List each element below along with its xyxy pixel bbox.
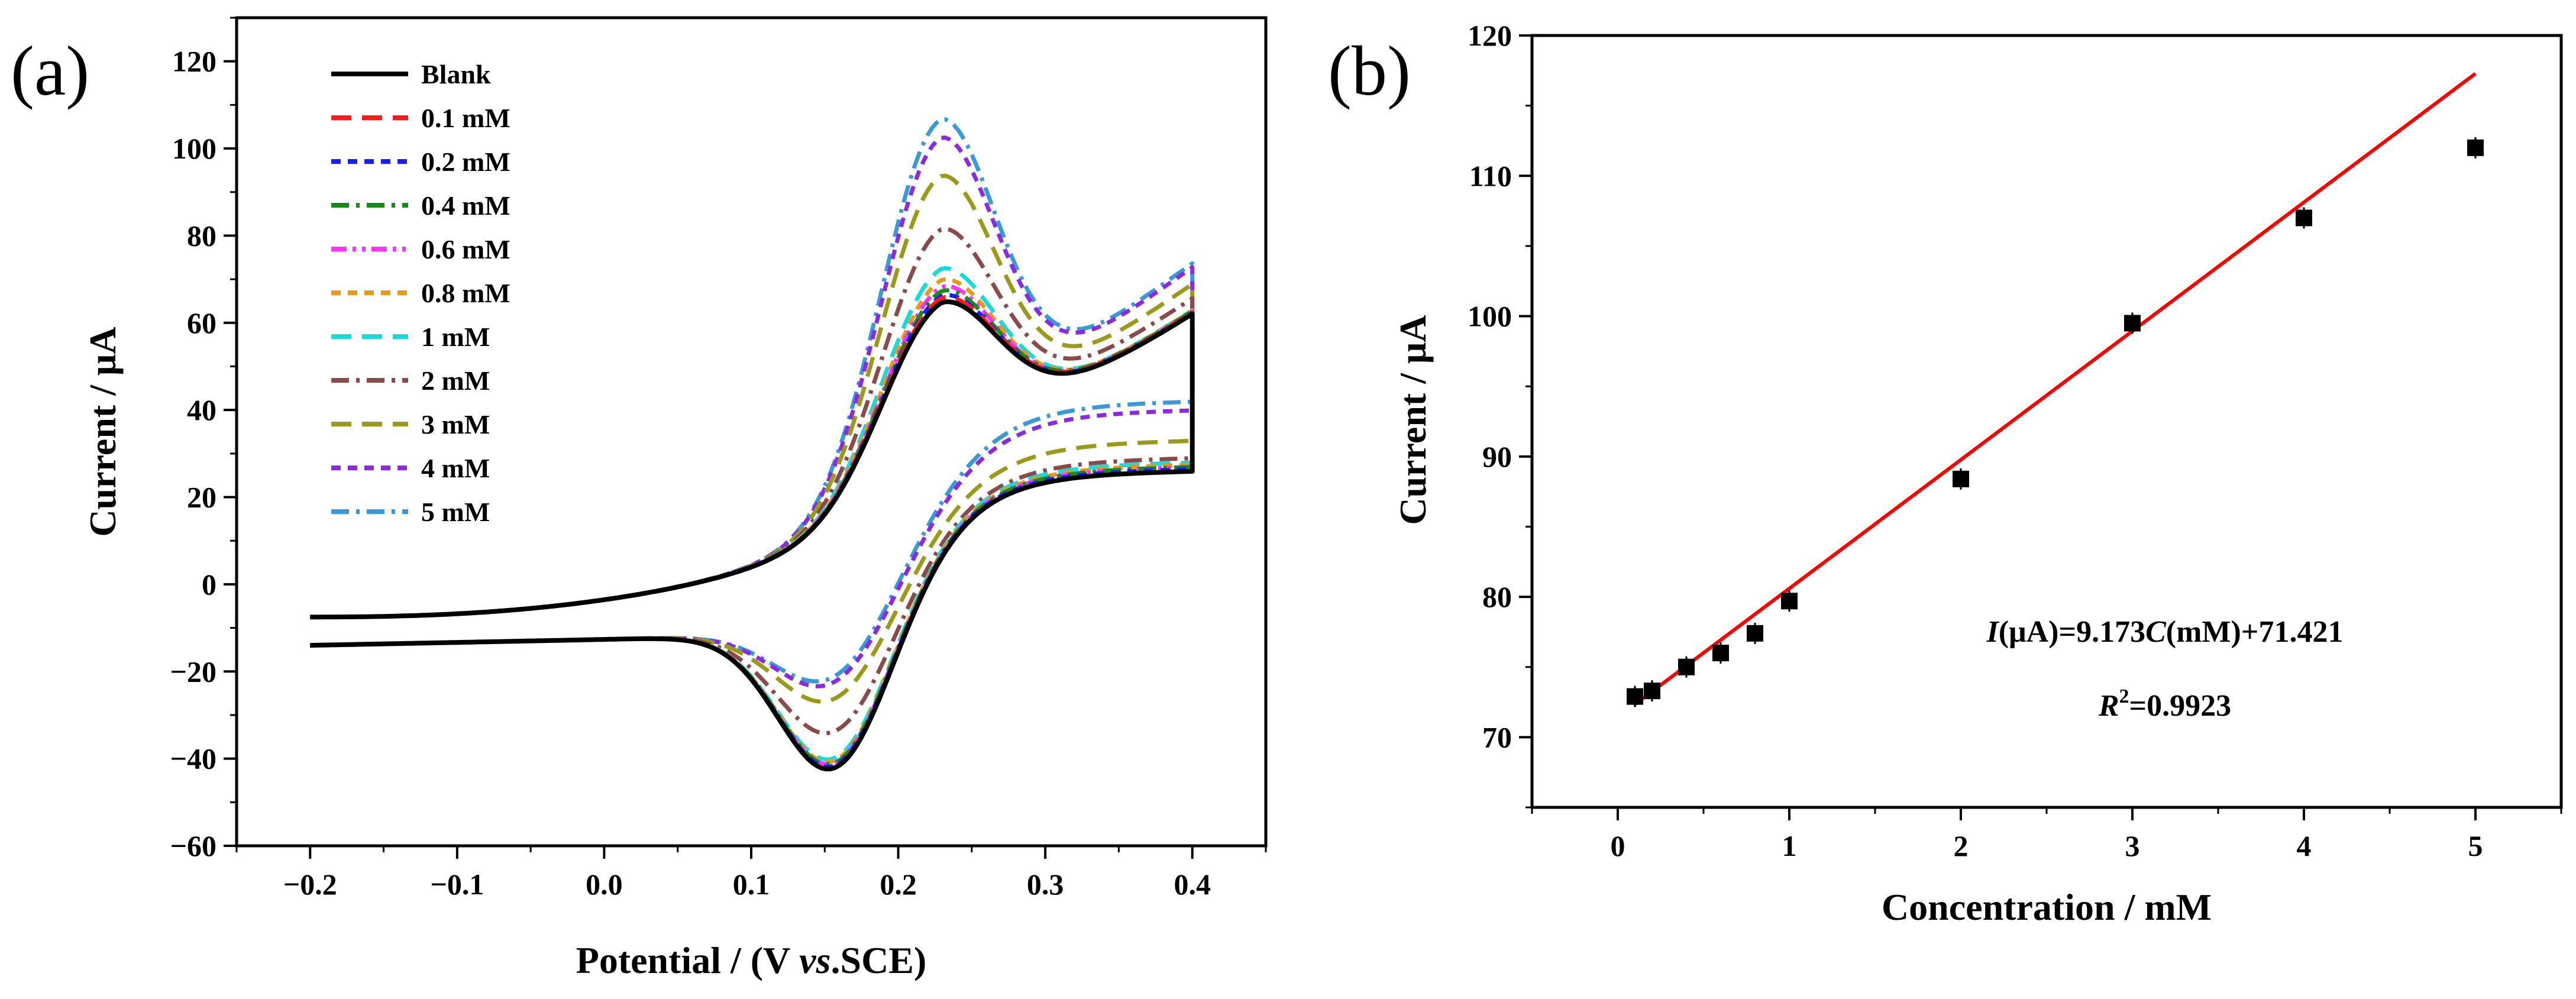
cv-curve: [310, 288, 1195, 767]
legend-label: 0.6 mM: [421, 234, 510, 264]
data-point: [1644, 683, 1660, 700]
legend-label: 1 mM: [421, 322, 490, 352]
calibration-x-tick-label: 2: [1954, 829, 1969, 862]
cv-y-tick-label: 80: [187, 219, 216, 252]
data-point: [1747, 625, 1763, 642]
legend-label: 2 mM: [421, 366, 490, 396]
cv-x-tick-label: −0.1: [430, 868, 484, 901]
calibration-x-tick-label: 0: [1611, 829, 1625, 862]
cv-curves: [310, 117, 1195, 772]
panel-b-label: (b): [1328, 31, 1411, 110]
cv-y-tick-label: −60: [170, 829, 217, 862]
panel-a-label: (a): [11, 31, 89, 110]
legend-label: 0.4 mM: [421, 190, 510, 221]
calibration-x-tick-label: 1: [1782, 829, 1797, 862]
calibration-y-tick-label: 70: [1482, 720, 1512, 754]
calibration-fit: [1634, 72, 2477, 706]
calibration-x-axis-title: Concentration / mM: [1882, 886, 2212, 928]
calibration-y-tick-label: 110: [1469, 159, 1512, 192]
legend-label: 0.1 mM: [421, 103, 510, 133]
calibration-x-tick-label: 3: [2125, 829, 2140, 862]
cv-axis-ticks: −0.2 −0.1 0.0 0.1 0.2 0.3 0.4 −60 −40 −20 0 20 40 60 8…: [170, 17, 1267, 901]
data-point: [1678, 658, 1695, 675]
cv-y-tick-label: 20: [187, 481, 216, 514]
calibration-plot-frame: [1530, 34, 2563, 809]
data-point: [1627, 688, 1643, 705]
fit-line: [1634, 72, 2477, 706]
calibration-axis-ticks: 0 1 2 3 4 5 70 80 90 100 110 120: [1468, 19, 2562, 862]
legend-label: 0.8 mM: [421, 278, 510, 308]
cv-y-tick-label: 0: [202, 568, 216, 601]
calibration-points: [1627, 137, 2484, 707]
cv-x-tick-label: 0.0: [586, 868, 623, 901]
cv-legend: Blank 0.1 mM 0.2 mM 0.4 mM 0.6 mM 0.8 mM 1 mM 2…: [331, 59, 510, 527]
cv-y-tick-label: 40: [187, 393, 216, 426]
data-point: [1953, 470, 1969, 487]
cv-y-tick-label: −20: [170, 655, 217, 688]
legend-label: 0.2 mM: [421, 147, 510, 177]
calibration-y-tick-label: 90: [1482, 440, 1512, 473]
data-point: [2467, 139, 2484, 156]
cv-x-tick-label: 0.4: [1174, 868, 1211, 901]
calibration-y-tick-label: 100: [1468, 300, 1512, 333]
cv-y-tick-label: 60: [187, 306, 216, 340]
legend-label: 3 mM: [421, 409, 490, 439]
calibration-plot: 0 1 2 3 4 5 70 80 90 100 110 120: [1468, 19, 2563, 862]
calibration-x-tick-label: 5: [2468, 829, 2483, 862]
data-point: [2296, 209, 2312, 227]
cv-x-tick-label: −0.2: [283, 868, 337, 901]
calibration-y-tick-label: 120: [1468, 19, 1512, 52]
legend-label: 5 mM: [421, 497, 490, 527]
cv-x-tick-label: 0.2: [880, 868, 917, 901]
cv-x-tick-label: 0.1: [733, 868, 770, 901]
legend-label: 4 mM: [421, 453, 490, 483]
cv-plot-frame: [235, 16, 1268, 848]
cv-y-tick-label: −40: [170, 742, 217, 775]
regression-r-squared: R2=0.9923: [2098, 686, 2231, 723]
data-point: [1712, 645, 1729, 661]
data-point: [2124, 315, 2141, 332]
legend-label: Blank: [421, 59, 491, 89]
cv-x-axis-title: Potential / (V vs.SCE): [576, 939, 927, 981]
cv-y-axis-title: Current / μA: [82, 326, 124, 536]
cv-y-tick-label: 120: [172, 45, 216, 78]
cv-plot: −0.2 −0.1 0.0 0.1 0.2 0.3 0.4 −60 −40 −20 0 20 40 60 8…: [170, 16, 1268, 901]
calibration-y-axis-title: Current / μA: [1392, 315, 1434, 525]
calibration-x-tick-label: 4: [2297, 829, 2312, 862]
calibration-y-tick-label: 80: [1482, 580, 1512, 613]
cv-curve: [310, 299, 1195, 772]
cv-x-tick-label: 0.3: [1027, 868, 1064, 901]
regression-equation: I(μA)=9.173C(mM)+71.421: [1986, 615, 2344, 649]
data-point: [1781, 593, 1798, 610]
cv-y-tick-label: 100: [172, 132, 216, 165]
